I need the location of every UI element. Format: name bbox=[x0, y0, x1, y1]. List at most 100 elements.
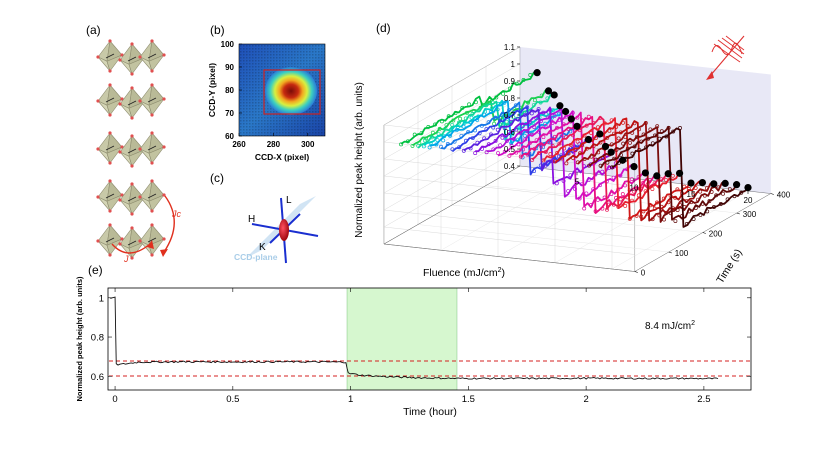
d-x-axis-label: Fluence (mJ/cm2) bbox=[423, 267, 505, 279]
trace-marker bbox=[589, 154, 594, 159]
trace-marker bbox=[630, 151, 635, 156]
trace-marker bbox=[666, 125, 671, 130]
bond-line bbox=[147, 193, 157, 199]
fluence-point bbox=[544, 87, 553, 95]
trace-marker bbox=[586, 178, 591, 182]
trace-marker bbox=[496, 151, 500, 155]
trace-marker bbox=[459, 133, 464, 138]
oxygen-atom bbox=[130, 116, 134, 120]
trace-marker bbox=[687, 209, 691, 214]
trace-marker bbox=[479, 123, 484, 128]
oxygen-atom bbox=[108, 113, 112, 117]
trace-marker bbox=[632, 189, 637, 194]
trace-marker bbox=[568, 129, 573, 134]
fluence-point bbox=[596, 130, 604, 138]
trace-marker bbox=[555, 150, 560, 155]
jc-label: Jc bbox=[171, 209, 182, 219]
trace-marker bbox=[684, 222, 689, 226]
trace-marker bbox=[484, 127, 489, 132]
trace-marker bbox=[493, 138, 498, 143]
ccd-y-tick-label: 80 bbox=[225, 86, 234, 95]
trace-marker bbox=[461, 124, 466, 129]
trace-marker bbox=[593, 209, 598, 214]
trace-marker bbox=[543, 163, 548, 168]
trace-marker bbox=[430, 130, 435, 135]
trace-marker bbox=[462, 120, 467, 125]
trace-marker bbox=[618, 197, 623, 202]
trace-marker bbox=[546, 140, 550, 145]
oxygen-atom bbox=[108, 223, 112, 227]
trace-marker bbox=[632, 144, 637, 149]
trace-marker bbox=[523, 137, 528, 142]
trace-marker bbox=[689, 200, 694, 205]
z-tick-label: 1.1 bbox=[504, 43, 516, 52]
trace-marker bbox=[646, 136, 651, 141]
trace-marker bbox=[548, 107, 552, 112]
octahedron-face bbox=[148, 54, 165, 72]
oxygen-atom bbox=[108, 209, 112, 213]
ccd-x-label: CCD-X (pixel) bbox=[255, 152, 309, 162]
trace-marker bbox=[598, 163, 603, 168]
e-y-tick-label: 0.6 bbox=[91, 372, 104, 383]
bond-line bbox=[105, 193, 115, 199]
trace-marker bbox=[486, 142, 491, 147]
oxygen-atom bbox=[162, 193, 166, 197]
trace-marker bbox=[399, 142, 404, 147]
trace-marker bbox=[448, 133, 452, 138]
oxygen-atom bbox=[138, 99, 142, 103]
octahedron-face bbox=[106, 194, 123, 212]
trace-marker bbox=[605, 160, 610, 165]
trace-marker bbox=[511, 110, 516, 115]
trace-marker bbox=[614, 147, 619, 152]
trace-marker bbox=[493, 115, 498, 120]
trace-marker bbox=[441, 138, 446, 143]
ccd-y-tick-label: 100 bbox=[221, 40, 235, 49]
trace-marker bbox=[502, 149, 507, 154]
trace-marker bbox=[586, 114, 591, 119]
trace-marker bbox=[423, 138, 427, 143]
trace-marker bbox=[557, 118, 562, 123]
trace-marker bbox=[446, 114, 451, 119]
trace-marker bbox=[498, 118, 502, 123]
trace-marker bbox=[439, 144, 443, 149]
trace-marker bbox=[716, 185, 721, 190]
trace-marker bbox=[570, 110, 575, 115]
trace-marker bbox=[677, 202, 682, 207]
trace-marker bbox=[655, 200, 659, 205]
l-label: L bbox=[286, 195, 292, 206]
trace-marker bbox=[536, 129, 541, 134]
waterfall-trace-8 bbox=[475, 106, 612, 185]
e-x-tick-label: 1 bbox=[348, 394, 353, 405]
trace-marker bbox=[557, 154, 561, 159]
trace-marker bbox=[451, 118, 456, 123]
trace-marker bbox=[639, 139, 644, 144]
trace-marker bbox=[673, 219, 678, 224]
3d-axis-ticks: 0.40.50.60.70.80.911.1510152001002003004… bbox=[504, 43, 791, 278]
z-tick-label: 0.9 bbox=[504, 77, 516, 86]
trace-marker bbox=[605, 207, 609, 212]
trace-marker bbox=[514, 127, 518, 132]
trace-marker bbox=[621, 120, 625, 125]
e-y-tick-label: 0.8 bbox=[91, 333, 104, 344]
diffraction-peak bbox=[265, 67, 317, 115]
trace-marker bbox=[529, 130, 534, 135]
oxygen-atom bbox=[138, 195, 142, 199]
oxygen-atom bbox=[150, 223, 154, 227]
trace-marker bbox=[623, 203, 628, 208]
trace-marker bbox=[511, 137, 516, 141]
oxygen-atom bbox=[108, 83, 112, 87]
e-axes-frame bbox=[107, 287, 752, 391]
oxygen-atom bbox=[108, 179, 112, 183]
trace-marker bbox=[619, 152, 623, 157]
trace-marker bbox=[521, 147, 525, 152]
h-label: H bbox=[248, 214, 255, 225]
trace-marker bbox=[566, 189, 571, 193]
octahedron-face bbox=[148, 194, 165, 212]
trace-marker bbox=[578, 151, 582, 156]
trace-marker bbox=[482, 136, 487, 141]
trace-marker bbox=[545, 96, 550, 101]
trace-marker bbox=[675, 187, 680, 192]
box-edge bbox=[383, 175, 635, 204]
trace-marker bbox=[522, 133, 527, 138]
trace-marker bbox=[659, 129, 664, 134]
